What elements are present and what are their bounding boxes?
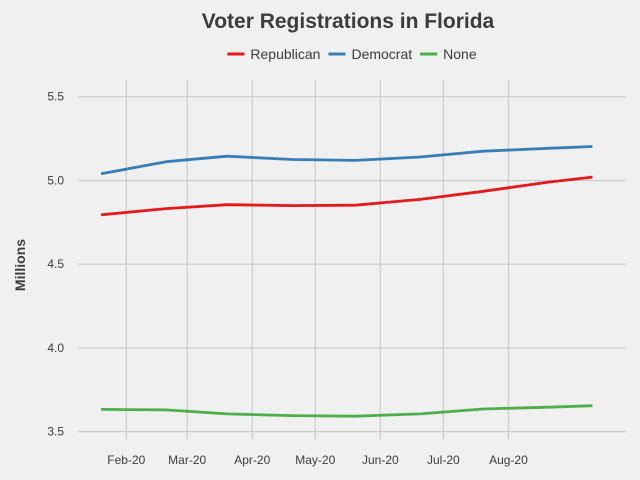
x-tick-label: Jun-20 [362,453,399,467]
series-line-none [101,404,593,418]
x-tick-label: Aug-20 [489,453,528,467]
x-axis: Feb-20 Mar-20 Apr-20 May-20 Jun-20 Jul-20 Aug-… [107,453,528,467]
legend-label-democrat: Democrat [351,46,412,62]
y-tick-label: 5.0 [47,173,64,187]
x-tick-label: Feb-20 [107,453,145,467]
series-line-republican [100,175,593,217]
legend-label-none: None [443,46,477,62]
x-tick-label: May-20 [295,453,335,467]
y-axis: 3.5 4.0 4.5 5.0 5.5 [47,90,64,439]
legend: Republican Democrat None [227,46,477,62]
x-tick-label: Apr-20 [234,453,270,467]
series-line-democrat [100,145,593,176]
grid [78,80,626,440]
series-lines [100,145,593,418]
x-tick-label: Mar-20 [168,453,206,467]
y-axis-label: Millions [12,239,28,291]
y-tick-label: 4.5 [47,257,64,271]
y-tick-label: 4.0 [47,341,64,355]
y-tick-label: 5.5 [47,90,64,104]
x-tick-label: Jul-20 [427,453,460,467]
legend-label-republican: Republican [250,46,320,62]
chart-title: Voter Registrations in Florida [202,10,495,33]
y-tick-label: 3.5 [47,425,64,439]
